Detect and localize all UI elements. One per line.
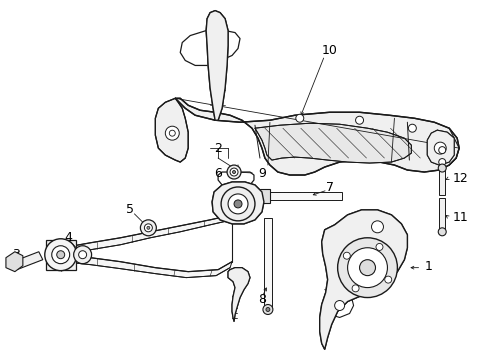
Polygon shape — [206, 11, 228, 120]
Circle shape — [169, 130, 175, 136]
Circle shape — [266, 307, 270, 311]
Circle shape — [296, 114, 304, 122]
Circle shape — [338, 238, 397, 298]
Circle shape — [335, 301, 344, 310]
Text: 4: 4 — [65, 231, 73, 244]
Circle shape — [145, 224, 152, 232]
Text: 3: 3 — [12, 248, 20, 261]
Circle shape — [57, 251, 65, 259]
Polygon shape — [255, 123, 412, 163]
Polygon shape — [6, 252, 23, 272]
Text: 10: 10 — [322, 44, 338, 57]
Polygon shape — [175, 98, 459, 175]
Circle shape — [347, 248, 388, 288]
Circle shape — [263, 305, 273, 315]
Polygon shape — [439, 170, 445, 195]
Polygon shape — [319, 210, 407, 349]
Circle shape — [230, 168, 238, 176]
Circle shape — [227, 165, 241, 179]
Polygon shape — [427, 130, 454, 165]
Circle shape — [434, 142, 446, 154]
Circle shape — [141, 220, 156, 236]
Circle shape — [74, 246, 92, 264]
Text: 9: 9 — [258, 167, 266, 180]
Polygon shape — [155, 98, 188, 162]
Circle shape — [52, 246, 70, 264]
Text: 8: 8 — [258, 293, 266, 306]
Circle shape — [356, 116, 364, 124]
Circle shape — [352, 285, 359, 292]
Circle shape — [233, 171, 236, 174]
Polygon shape — [13, 252, 43, 270]
Polygon shape — [268, 192, 342, 200]
Circle shape — [376, 243, 383, 251]
Text: 2: 2 — [214, 141, 222, 155]
Polygon shape — [63, 255, 232, 278]
Polygon shape — [264, 218, 272, 310]
Circle shape — [228, 194, 248, 214]
Circle shape — [439, 147, 446, 154]
Circle shape — [221, 187, 255, 221]
Circle shape — [438, 228, 446, 236]
Circle shape — [234, 200, 242, 208]
Polygon shape — [439, 198, 445, 230]
Circle shape — [78, 251, 87, 259]
Polygon shape — [46, 240, 75, 270]
Text: 6: 6 — [214, 167, 222, 180]
Circle shape — [165, 126, 179, 140]
Polygon shape — [260, 189, 270, 203]
Text: 11: 11 — [452, 211, 468, 224]
Text: 12: 12 — [452, 171, 468, 185]
Text: 1: 1 — [424, 260, 432, 273]
Polygon shape — [212, 182, 264, 224]
Circle shape — [147, 226, 150, 229]
Circle shape — [360, 260, 375, 276]
Text: 5: 5 — [126, 203, 134, 216]
Text: 7: 7 — [326, 181, 334, 194]
Circle shape — [343, 252, 350, 259]
Polygon shape — [228, 268, 250, 321]
Circle shape — [45, 239, 76, 271]
Circle shape — [439, 159, 446, 166]
Circle shape — [371, 221, 384, 233]
Circle shape — [438, 164, 446, 172]
Circle shape — [385, 276, 392, 283]
Polygon shape — [63, 215, 232, 255]
Circle shape — [408, 124, 416, 132]
